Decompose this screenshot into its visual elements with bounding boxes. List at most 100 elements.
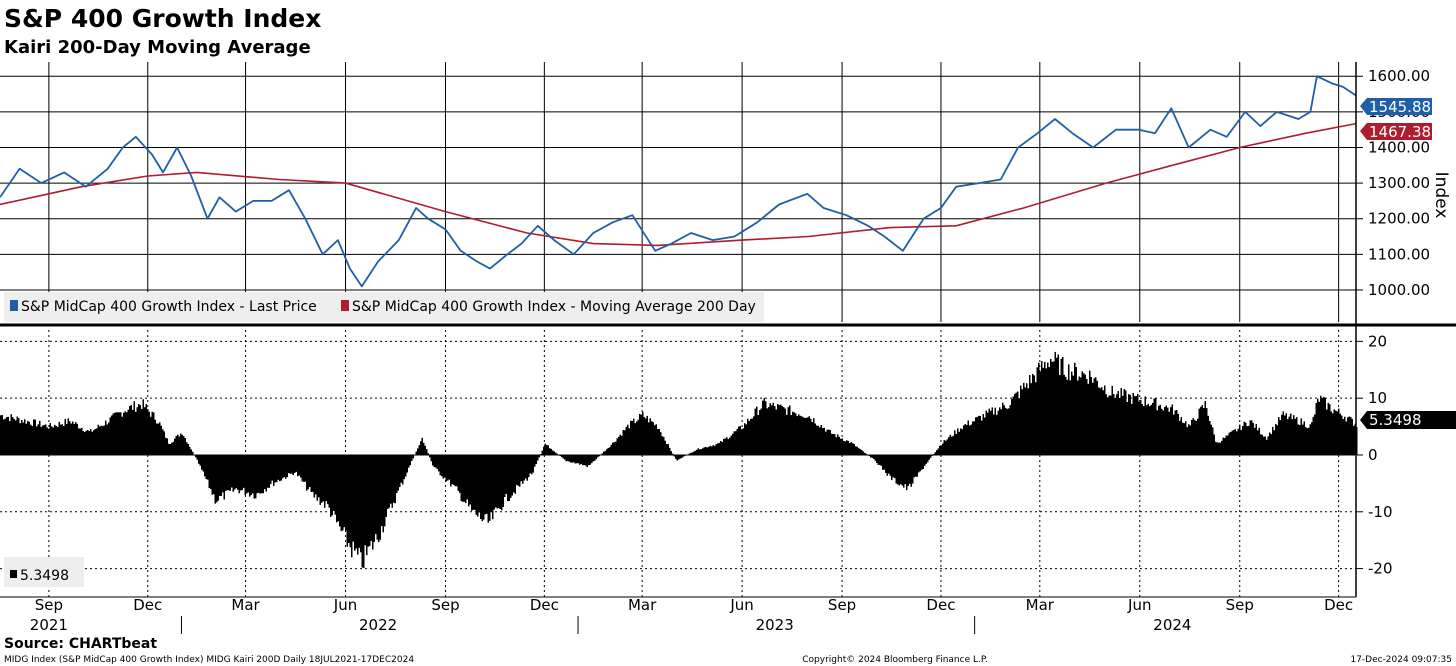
kairi-bar	[396, 454, 398, 493]
kairi-bar	[90, 429, 92, 455]
price-last-value: 1545.88	[1369, 98, 1431, 116]
kairi-bar	[463, 454, 465, 502]
kairi-bar	[1084, 374, 1086, 455]
kairi-bar	[1321, 397, 1323, 455]
kairi-bar	[597, 454, 599, 458]
kairi-bar	[411, 454, 413, 462]
kairi-bar	[634, 423, 636, 455]
kairi-bar	[1096, 380, 1098, 455]
kairi-bar	[124, 411, 126, 455]
kairi-bar	[741, 429, 743, 455]
kairi-bar	[192, 451, 194, 455]
kairi-bar	[537, 454, 539, 461]
kairi-bar	[637, 419, 639, 455]
kairi-bar	[255, 454, 257, 499]
kairi-bar	[1101, 387, 1103, 455]
kairi-bar	[903, 454, 905, 488]
kairi-bar	[1188, 424, 1190, 455]
kairi-bar	[70, 423, 72, 455]
kairi-bar	[904, 454, 906, 485]
kairi-bar	[1014, 393, 1016, 455]
kairi-bar	[276, 454, 278, 483]
kairi-bar	[1213, 434, 1215, 455]
kairi-bar	[894, 454, 896, 479]
kairi-bar	[675, 454, 677, 459]
kairi-bar	[1261, 434, 1263, 455]
kairi-bar	[783, 407, 785, 455]
kairi-bar	[315, 454, 317, 495]
footer-timestamp: 17-Dec-2024 09:07:35	[1350, 655, 1452, 665]
kairi-bar	[300, 454, 302, 478]
kairi-bar	[604, 450, 606, 455]
kairi-bar	[412, 454, 414, 459]
kairi-bar	[630, 420, 632, 455]
kairi-bar	[523, 454, 525, 481]
kairi-bar	[13, 419, 15, 455]
kairi-bar	[1195, 420, 1197, 455]
kairi-bar	[1005, 407, 1007, 455]
kairi-bar	[898, 454, 900, 486]
grid	[0, 62, 1356, 597]
kairi-bar	[25, 423, 27, 455]
kairi-bar	[280, 454, 282, 481]
kairi-bar	[789, 405, 791, 455]
kairi-bar	[352, 454, 354, 542]
kairi-bar	[1315, 403, 1317, 455]
x-month-label: Mar	[628, 596, 657, 614]
kairi-bar	[1264, 436, 1266, 455]
kairi-bar	[858, 448, 860, 455]
kairi-bar	[816, 425, 818, 455]
kairi-bar	[943, 440, 945, 455]
kairi-bar	[639, 413, 641, 455]
kairi-bar	[1134, 396, 1136, 455]
kairi-bar	[1018, 398, 1020, 455]
kairi-bar	[432, 454, 434, 466]
kairi-bar	[496, 454, 498, 509]
kairi-bar	[52, 427, 54, 455]
kairi-bar	[876, 454, 878, 463]
kairi-bar	[684, 454, 686, 457]
kairi-bar	[355, 454, 357, 549]
source-label: Source: CHARTbeat	[4, 636, 157, 652]
kairi-bar	[1299, 424, 1301, 455]
kairi-bar	[739, 425, 741, 455]
kairi-bar	[316, 454, 318, 501]
kairi-bar	[574, 454, 576, 464]
kairi-bar	[438, 454, 440, 472]
kairi-bar	[1257, 430, 1259, 455]
kairi-bar	[3, 419, 5, 455]
kairi-bar	[517, 454, 519, 486]
kairi-bar	[1038, 362, 1040, 455]
kairi-y-tick-label: -10	[1368, 503, 1393, 521]
kairi-bar	[516, 454, 518, 485]
kairi-bar	[1320, 395, 1322, 455]
kairi-bar	[1050, 358, 1052, 455]
kairi-bar	[696, 449, 698, 455]
kairi-bar	[379, 454, 381, 540]
kairi-bar	[918, 454, 920, 473]
kairi-bar	[304, 454, 306, 482]
kairi-bar	[1219, 442, 1221, 455]
kairi-bar	[838, 436, 840, 455]
kairi-bar	[247, 454, 249, 493]
kairi-bar	[1170, 407, 1172, 455]
kairi-bar	[394, 454, 396, 504]
kairi-bar	[646, 415, 648, 455]
kairi-bar	[727, 439, 729, 455]
kairi-bar	[1153, 398, 1155, 455]
kairi-bar	[40, 426, 42, 455]
kairi-bar	[501, 454, 503, 511]
kairi-bar	[1008, 408, 1010, 455]
kairi-bar	[1254, 427, 1256, 455]
kairi-bar	[163, 431, 165, 455]
kairi-bar	[181, 434, 183, 455]
kairi-bar	[756, 406, 758, 455]
kairi-bar	[1015, 392, 1017, 455]
kairi-bar	[133, 401, 135, 455]
kairi-bar	[1068, 364, 1070, 455]
kairi-bar	[699, 449, 701, 455]
kairi-bar	[705, 446, 707, 455]
kairi-bar	[859, 448, 861, 455]
kairi-bar	[1350, 416, 1352, 455]
kairi-bar	[585, 454, 587, 466]
